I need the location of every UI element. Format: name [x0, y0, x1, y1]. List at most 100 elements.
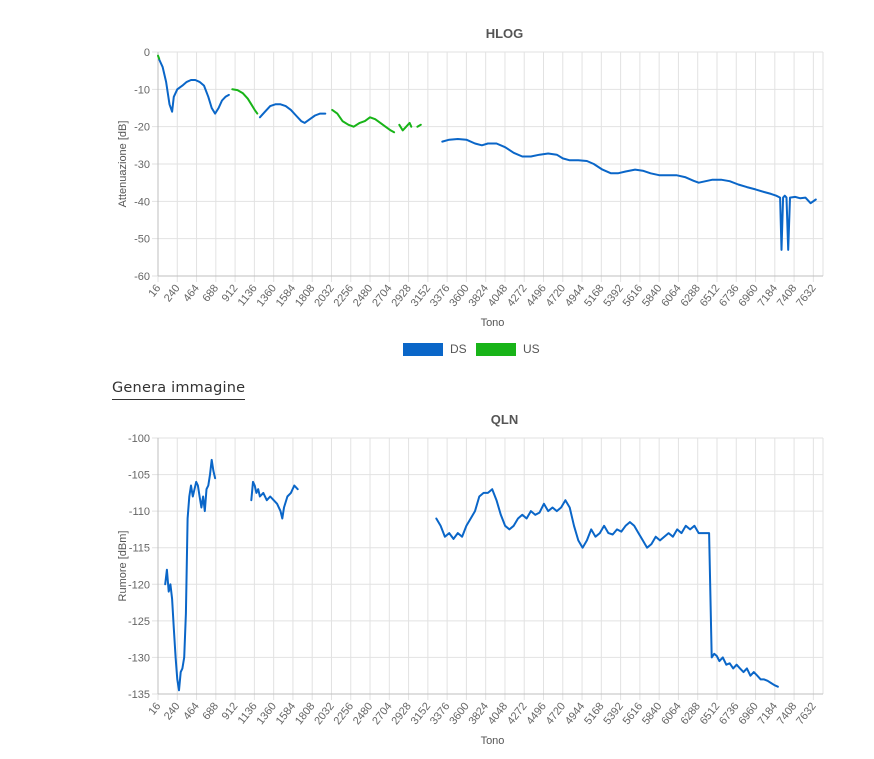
x-tick-label: 2928	[389, 282, 414, 309]
y-tick-label: -10	[134, 84, 150, 96]
x-tick-label: 3600	[447, 700, 472, 727]
x-tick-label: 16	[146, 282, 163, 299]
x-tick-label: 3376	[428, 700, 453, 727]
x-tick-label: 4720	[544, 282, 569, 309]
legend-swatch-ds	[403, 343, 443, 356]
series-line-series	[164, 458, 217, 692]
x-tick-label: 7184	[756, 700, 781, 727]
x-tick-label: 3152	[409, 282, 434, 309]
x-tick-label: 464	[181, 700, 202, 722]
series-line-series	[435, 488, 779, 688]
y-tick-label: -20	[134, 122, 150, 134]
x-tick-label: 4496	[524, 282, 549, 309]
x-tick-label: 2480	[351, 282, 376, 309]
y-tick-label: -125	[128, 616, 150, 628]
x-tick-label: 16	[146, 700, 163, 717]
y-tick-label: 0	[144, 47, 150, 59]
series-line-us	[331, 108, 396, 134]
x-tick-label: 4944	[563, 282, 588, 309]
x-tick-label: 6064	[659, 282, 684, 309]
x-tick-label: 2256	[332, 700, 357, 727]
x-tick-label: 5392	[601, 700, 626, 727]
x-tick-label: 2032	[312, 700, 337, 727]
y-tick-label: -60	[134, 271, 150, 283]
y-tick-label: -100	[128, 433, 150, 445]
x-tick-label: 4272	[505, 700, 530, 727]
x-tick-label: 240	[162, 282, 183, 304]
x-tick-label: 1136	[236, 282, 260, 308]
x-tick-label: 6512	[698, 700, 723, 727]
legend-swatch-us	[476, 343, 516, 356]
x-tick-label: 3824	[467, 282, 492, 309]
x-tick-label: 4048	[486, 282, 511, 309]
x-tick-label: 5840	[640, 282, 665, 309]
y-tick-label: -120	[128, 579, 150, 591]
x-tick-label: 5168	[582, 282, 607, 309]
y-tick-label: -30	[134, 159, 150, 171]
x-tick-label: 6960	[736, 700, 761, 727]
x-tick-label: 3824	[467, 700, 492, 727]
series-line-us	[157, 54, 161, 60]
series-line-us	[231, 88, 259, 115]
x-tick-label: 1584	[274, 282, 299, 309]
x-tick-label: 2256	[332, 282, 357, 309]
y-axis-label: Attenuazione [dB]	[117, 121, 129, 208]
y-tick-label: -135	[128, 689, 150, 701]
x-tick-label: 3376	[428, 282, 453, 309]
series-line-ds	[441, 138, 817, 251]
x-tick-label: 5616	[621, 700, 646, 727]
series-line-us	[398, 121, 413, 132]
y-tick-label: -115	[129, 543, 150, 555]
x-tick-label: 3152	[409, 700, 434, 727]
x-tick-label: 5392	[601, 282, 626, 309]
y-tick-label: -130	[128, 652, 150, 664]
x-tick-label: 4944	[563, 700, 588, 727]
x-tick-label: 688	[200, 700, 221, 722]
legend-label-ds: DS	[450, 342, 467, 356]
x-tick-label: 2032	[312, 282, 337, 309]
x-tick-label: 688	[200, 282, 221, 304]
x-tick-label: 5616	[621, 282, 646, 309]
x-tick-label: 7632	[794, 282, 819, 309]
series-line-us	[416, 123, 422, 128]
chart-title: HLOG	[486, 26, 524, 41]
x-tick-label: 2704	[370, 700, 395, 727]
x-tick-label: 4496	[524, 700, 549, 727]
x-tick-label: 6736	[717, 700, 742, 727]
y-tick-label: -40	[134, 196, 150, 208]
series-line-ds	[258, 103, 327, 124]
x-tick-label: 4272	[505, 282, 530, 309]
y-axis-label: Rumore [dBm]	[117, 531, 129, 602]
y-tick-label: -110	[129, 506, 150, 518]
x-tick-label: 1360	[254, 282, 279, 309]
series-line-ds	[158, 58, 230, 115]
generate-image-button[interactable]: Genera immagine	[112, 380, 246, 400]
x-tick-label: 240	[162, 700, 183, 722]
x-tick-label: 2480	[351, 700, 376, 727]
x-tick-label: 464	[181, 282, 202, 304]
x-tick-label: 5168	[582, 700, 607, 727]
y-tick-label: -50	[134, 234, 150, 246]
x-tick-label: 7408	[775, 282, 800, 309]
x-tick-label: 7408	[775, 700, 800, 727]
x-tick-label: 2928	[389, 700, 414, 727]
x-tick-label: 6512	[698, 282, 723, 309]
legend-label-us: US	[523, 342, 540, 356]
y-tick-label: -105	[128, 470, 150, 482]
x-tick-label: 1808	[293, 282, 318, 309]
x-tick-label: 6288	[679, 700, 704, 727]
x-tick-label: 4048	[486, 700, 511, 727]
x-tick-label: 5840	[640, 700, 665, 727]
x-axis-label: Tono	[481, 735, 505, 747]
series-line-series	[250, 480, 299, 520]
x-tick-label: 1136	[236, 700, 260, 726]
x-tick-label: 7184	[756, 282, 781, 309]
chart-title: QLN	[491, 412, 518, 427]
x-tick-label: 6960	[736, 282, 761, 309]
x-tick-label: 6064	[659, 700, 684, 727]
x-tick-label: 7632	[794, 700, 819, 727]
x-tick-label: 4720	[544, 700, 569, 727]
x-tick-label: 1584	[274, 700, 299, 727]
x-tick-label: 6736	[717, 282, 742, 309]
